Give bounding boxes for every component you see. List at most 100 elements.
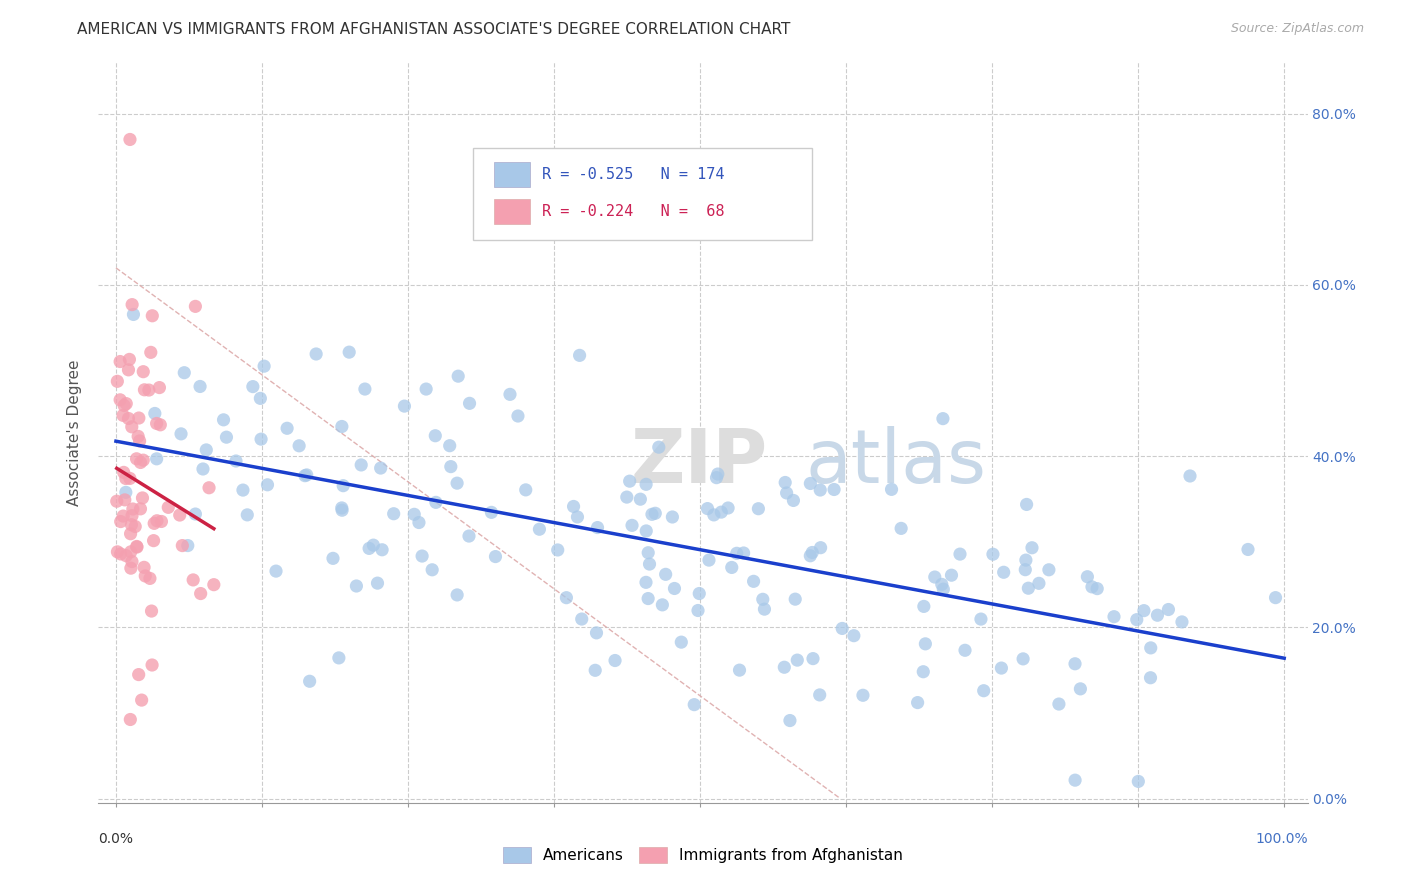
Point: [118, 132, 141, 146]
Point: [801, 651, 824, 665]
Point: [1017, 581, 1039, 595]
Point: [112, 466, 135, 480]
Point: [1081, 580, 1104, 594]
Point: [425, 495, 447, 509]
Point: [616, 490, 638, 504]
Point: [125, 451, 148, 466]
Point: [924, 570, 946, 584]
Point: [786, 653, 808, 667]
Point: [707, 467, 730, 481]
Point: [132, 453, 155, 467]
Point: [344, 579, 367, 593]
Point: [661, 510, 683, 524]
Point: [621, 518, 644, 533]
Point: [264, 564, 287, 578]
Point: [1014, 563, 1036, 577]
Point: [439, 439, 461, 453]
Point: [112, 399, 135, 413]
Legend: Americans, Immigrants from Afghanistan: Americans, Immigrants from Afghanistan: [498, 841, 908, 869]
Point: [134, 569, 156, 583]
Text: 0.0%: 0.0%: [98, 832, 134, 847]
Text: Source: ZipAtlas.com: Source: ZipAtlas.com: [1230, 22, 1364, 36]
Point: [359, 541, 381, 556]
Point: [970, 612, 993, 626]
Point: [408, 516, 430, 530]
Point: [842, 629, 865, 643]
Point: [808, 483, 831, 497]
Point: [506, 409, 529, 423]
Point: [332, 478, 354, 492]
Text: R = -0.224   N =  68: R = -0.224 N = 68: [543, 203, 724, 219]
Point: [637, 546, 659, 560]
Point: [143, 407, 166, 421]
Point: [628, 492, 651, 507]
FancyBboxPatch shape: [474, 147, 811, 240]
Point: [931, 577, 953, 591]
Point: [120, 561, 142, 575]
Point: [120, 526, 142, 541]
Point: [671, 635, 693, 649]
Point: [1157, 602, 1180, 616]
Point: [366, 576, 388, 591]
Point: [184, 299, 207, 313]
Point: [773, 660, 796, 674]
Point: [236, 508, 259, 522]
Point: [198, 481, 221, 495]
Point: [779, 714, 801, 728]
Point: [232, 483, 254, 497]
Point: [484, 549, 506, 564]
Point: [555, 591, 578, 605]
FancyBboxPatch shape: [494, 200, 530, 224]
Point: [932, 411, 955, 425]
Text: AMERICAN VS IMMIGRANTS FROM AFGHANISTAN ASSOCIATE'S DEGREE CORRELATION CHART: AMERICAN VS IMMIGRANTS FROM AFGHANISTAN …: [77, 22, 790, 37]
Point: [394, 399, 416, 413]
Point: [425, 428, 447, 442]
Point: [110, 515, 132, 529]
Point: [1021, 541, 1043, 555]
Point: [191, 462, 214, 476]
Point: [651, 598, 673, 612]
Point: [371, 542, 394, 557]
Point: [515, 483, 537, 497]
Point: [115, 396, 138, 410]
Point: [330, 500, 353, 515]
Point: [249, 392, 271, 406]
Point: [703, 508, 725, 522]
Point: [446, 588, 468, 602]
Point: [105, 374, 128, 388]
Point: [637, 591, 659, 606]
Point: [120, 713, 142, 727]
Point: [648, 440, 671, 454]
Point: [288, 439, 311, 453]
Point: [112, 509, 135, 524]
Point: [638, 557, 661, 571]
Point: [773, 475, 796, 490]
Point: [181, 573, 204, 587]
Point: [202, 577, 225, 591]
Point: [1171, 615, 1194, 629]
Point: [993, 566, 1015, 580]
Point: [710, 505, 733, 519]
Point: [799, 476, 821, 491]
Point: [145, 451, 167, 466]
Point: [1012, 652, 1035, 666]
Point: [141, 604, 163, 618]
Point: [141, 658, 163, 673]
Point: [458, 529, 481, 543]
Point: [127, 429, 149, 443]
Point: [1139, 640, 1161, 655]
Point: [114, 485, 136, 500]
Point: [1237, 542, 1260, 557]
Point: [696, 501, 718, 516]
Point: [1146, 608, 1168, 623]
Point: [128, 667, 150, 681]
Point: [636, 524, 658, 538]
Point: [305, 347, 328, 361]
Point: [145, 417, 167, 431]
Point: [121, 502, 143, 516]
Point: [747, 501, 769, 516]
Point: [125, 540, 148, 554]
Point: [143, 516, 166, 531]
Point: [941, 568, 963, 582]
Point: [1102, 609, 1125, 624]
